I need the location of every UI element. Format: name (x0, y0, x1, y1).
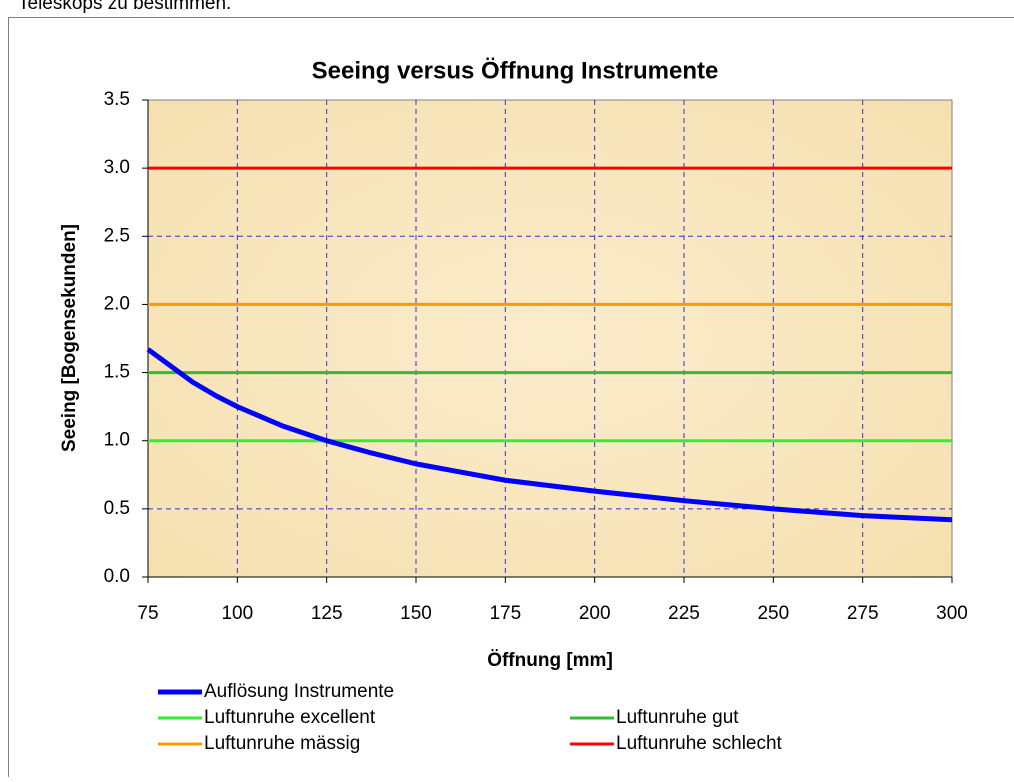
x-tick-label: 200 (579, 603, 611, 624)
legend-label: Auflösung Instrumente (204, 681, 394, 702)
y-tick-label: 3.0 (104, 157, 130, 178)
x-tick-label: 300 (936, 603, 968, 624)
y-tick-label: 0.0 (104, 566, 130, 587)
x-tick-label: 100 (221, 603, 253, 624)
y-tick-label: 1.5 (104, 362, 130, 383)
x-tick-label: 175 (489, 603, 521, 624)
x-tick-label: 75 (137, 603, 158, 624)
y-tick-label: 2.0 (104, 293, 130, 314)
legend-label: Luftunruhe gut (616, 707, 739, 728)
y-tick-label: 2.5 (104, 225, 130, 246)
x-tick-label: 150 (400, 603, 432, 624)
x-tick-label: 125 (311, 603, 343, 624)
chart-title: Seeing versus Öffnung Instrumente (312, 57, 719, 84)
header-text: Teleskops zu bestimmen. (18, 0, 231, 14)
x-axis-label: Öffnung [mm] (487, 650, 613, 671)
legend-label: Luftunruhe excellent (204, 707, 376, 728)
y-tick-label: 0.5 (104, 498, 130, 519)
legend-label: Luftunruhe mässig (204, 733, 360, 754)
x-tick-label: 275 (847, 603, 879, 624)
y-tick-label: 1.0 (104, 430, 130, 451)
legend-label: Luftunruhe schlecht (616, 733, 783, 754)
x-tick-label: 250 (757, 603, 789, 624)
y-axis-label: Seeing [Bogensekunden] (59, 224, 80, 452)
x-tick-label: 225 (668, 603, 700, 624)
plot-area (148, 100, 952, 577)
y-tick-label: 3.5 (104, 89, 130, 110)
